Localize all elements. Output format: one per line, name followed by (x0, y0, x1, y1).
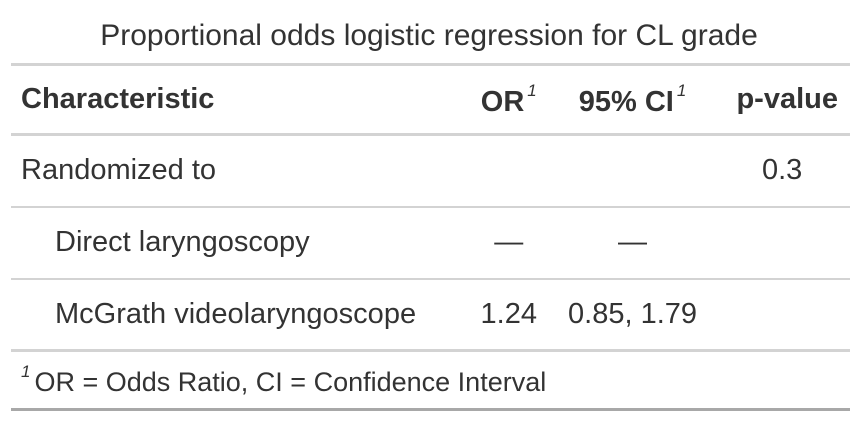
footnote-mark: 1 (21, 362, 31, 381)
row-label: Direct laryngoscopy (11, 206, 467, 280)
row-or: 1.24 (466, 278, 551, 352)
header-row: Characteristic OR 1 95% CI 1 p-value (11, 63, 850, 136)
header-pvalue-label: p-value (736, 83, 838, 115)
header-or-label: OR (480, 85, 525, 118)
row-label: Randomized to (11, 134, 467, 208)
row-or: — (466, 206, 551, 280)
header-characteristic-label: Characteristic (21, 83, 215, 115)
table-body: Randomized to 0.3 Direct laryngoscopy — … (11, 134, 850, 352)
row-label: McGrath videolaryngoscope (11, 278, 467, 352)
header-or: OR 1 (466, 63, 551, 136)
footnote-row: 1 OR = Odds Ratio, CI = Confidence Interv… (11, 350, 850, 411)
regression-table: Characteristic OR 1 95% CI 1 p-value Rando… (11, 63, 850, 411)
footnote: 1 OR = Odds Ratio, CI = Confidence Interv… (11, 350, 850, 411)
table-footer: 1 OR = Odds Ratio, CI = Confidence Interv… (11, 350, 850, 411)
table-row: Direct laryngoscopy — — (11, 206, 850, 280)
header-pvalue: p-value (714, 63, 850, 136)
row-ci: 0.85, 1.79 (550, 278, 715, 352)
header-or-footnote-mark: 1 (527, 80, 537, 100)
row-pvalue (714, 278, 850, 352)
header-ci-footnote-mark: 1 (676, 80, 687, 100)
row-or (466, 134, 551, 208)
header-characteristic: Characteristic (11, 63, 467, 136)
table-header: Characteristic OR 1 95% CI 1 p-value (11, 63, 850, 136)
table-title: Proportional odds logistic regression fo… (100, 19, 758, 52)
table-row: McGrath videolaryngoscope 1.24 0.85, 1.7… (11, 278, 850, 352)
footnote-text: OR = Odds Ratio, CI = Confidence Interva… (34, 367, 547, 397)
row-ci (550, 134, 715, 208)
row-ci: — (550, 206, 715, 280)
row-pvalue (714, 206, 850, 280)
header-ci: 95% CI 1 (550, 63, 715, 136)
row-pvalue: 0.3 (714, 134, 850, 208)
table-row: Randomized to 0.3 (11, 134, 850, 208)
header-ci-label: 95% CI (578, 85, 674, 118)
